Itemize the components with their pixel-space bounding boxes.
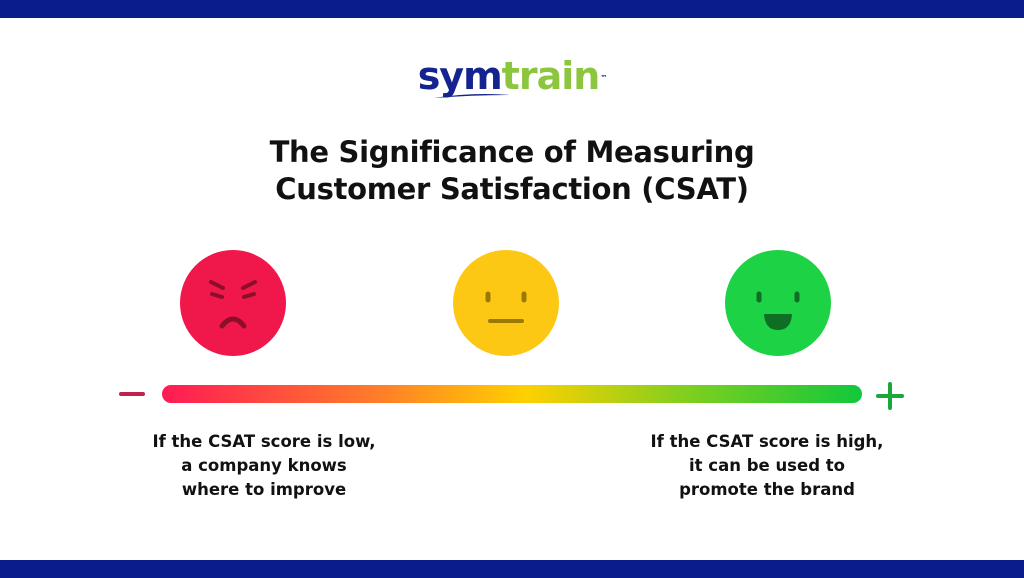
- neutral-face-icon: [453, 250, 559, 356]
- top-frame-bar: [0, 0, 1024, 18]
- satisfaction-gradient-bar: [162, 385, 862, 403]
- plus-icon: [876, 382, 904, 410]
- low-caption-line-3: where to improve: [181, 480, 347, 499]
- minus-icon: [119, 392, 145, 396]
- high-score-caption: If the CSAT score is high, it can be use…: [627, 430, 907, 502]
- bottom-frame-bar: [0, 560, 1024, 578]
- low-caption-line-1: If the CSAT score is low,: [152, 432, 376, 451]
- happy-face-icon: [725, 250, 831, 356]
- page-title: The Significance of Measuring Customer S…: [0, 134, 1024, 208]
- logo-text-sym: sym: [417, 54, 503, 98]
- symtrain-logo: symtrain™: [0, 54, 1024, 98]
- high-caption-line-3: promote the brand: [679, 480, 855, 499]
- low-score-caption: If the CSAT score is low, a company know…: [124, 430, 404, 502]
- trademark-symbol: ™: [600, 74, 607, 82]
- title-line-1: The Significance of Measuring: [269, 135, 755, 169]
- angry-face-icon: [180, 250, 286, 356]
- low-caption-line-2: a company knows: [181, 456, 347, 475]
- logo-text-train: train: [501, 54, 601, 98]
- logo-swoosh-icon: [434, 94, 510, 98]
- title-line-2: Customer Satisfaction (CSAT): [275, 172, 749, 206]
- high-caption-line-1: If the CSAT score is high,: [650, 432, 884, 451]
- high-caption-line-2: it can be used to: [689, 456, 845, 475]
